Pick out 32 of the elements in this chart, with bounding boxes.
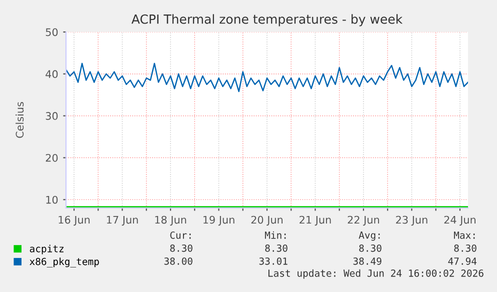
y-tick-label: 40 xyxy=(46,70,58,78)
chart-title: ACPI Thermal zone temperatures - by week xyxy=(132,14,403,26)
text: 8.30 xyxy=(265,244,288,252)
text: 8.30 xyxy=(454,244,476,252)
x-tick-label: 19 Jun xyxy=(203,216,234,226)
text: 47.94 xyxy=(448,257,477,265)
text: 8.30 xyxy=(359,244,382,252)
x-tick-label: 23 Jun xyxy=(396,216,428,226)
legend-label: acpitz xyxy=(30,244,64,254)
text: 38.00 xyxy=(164,257,192,265)
text: 33.01 xyxy=(259,257,288,265)
x-tick-label: 18 Jun xyxy=(155,216,186,226)
legend-label: x86_pkg_temp xyxy=(30,258,99,268)
x-tick-label: 21 Jun xyxy=(300,216,331,226)
y-axis-title: Celsius xyxy=(16,102,24,138)
x-tick-label: 17 Jun xyxy=(107,216,138,226)
y-tick-label: 30 xyxy=(46,112,58,120)
x-tick-label: 16 Jun xyxy=(58,216,90,226)
text: Max: xyxy=(454,232,475,239)
text: Min: xyxy=(264,231,286,239)
y-tick-label: 10 xyxy=(46,196,58,204)
y-tick-label: 50 xyxy=(46,28,58,36)
x-tick-label: 22 Jun xyxy=(348,216,380,226)
line-series xyxy=(66,62,468,92)
text: 38.49 xyxy=(353,257,382,265)
text: 8.30 xyxy=(170,244,192,252)
text: Last update: Wed Jun 24 16:00:02 2026 xyxy=(268,269,484,279)
text: Avg: xyxy=(358,232,380,241)
y-tick-label: 20 xyxy=(46,154,58,162)
x-tick-label: 20 Jun xyxy=(251,216,283,226)
x-tick-label: 24 Jun xyxy=(444,216,476,226)
text: Cur: xyxy=(170,231,191,239)
